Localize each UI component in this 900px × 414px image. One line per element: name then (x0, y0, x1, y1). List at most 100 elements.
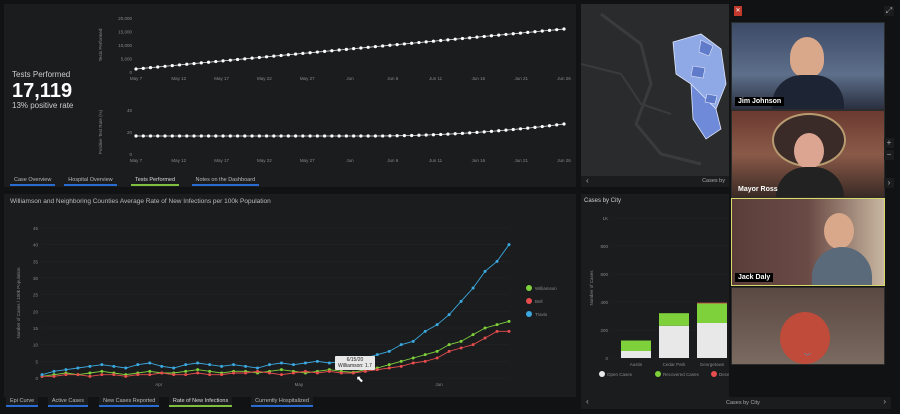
data-point[interactable] (243, 134, 247, 138)
bar-segment[interactable] (697, 302, 727, 304)
data-point[interactable] (208, 363, 212, 367)
data-point[interactable] (76, 366, 80, 370)
data-point[interactable] (148, 134, 153, 138)
data-point[interactable] (170, 134, 174, 138)
data-point[interactable] (489, 129, 494, 133)
data-point[interactable] (471, 333, 475, 337)
data-point[interactable] (148, 66, 153, 70)
data-point[interactable] (399, 364, 403, 368)
tests-tab-1[interactable]: Hospital Overview (64, 176, 117, 186)
data-point[interactable] (483, 269, 487, 273)
data-point[interactable] (221, 134, 225, 138)
data-point[interactable] (373, 134, 377, 138)
data-point[interactable] (459, 346, 463, 350)
data-point[interactable] (303, 361, 307, 365)
data-point[interactable] (184, 373, 188, 377)
data-point[interactable] (235, 134, 240, 138)
data-point[interactable] (112, 364, 116, 368)
data-point[interactable] (366, 134, 370, 138)
bar-segment[interactable] (659, 325, 689, 358)
data-point[interactable] (533, 125, 537, 129)
data-point[interactable] (410, 41, 414, 45)
data-point[interactable] (220, 364, 224, 368)
data-point[interactable] (540, 29, 544, 33)
data-point[interactable] (170, 64, 174, 68)
data-point[interactable] (424, 133, 428, 137)
data-point[interactable] (199, 61, 203, 65)
tests-tab-3[interactable]: Notes on the Dashboard (191, 176, 260, 186)
data-point[interactable] (141, 134, 145, 138)
data-point[interactable] (232, 371, 236, 375)
data-point[interactable] (411, 361, 415, 365)
data-point[interactable] (40, 373, 44, 377)
data-point[interactable] (495, 259, 499, 263)
data-point[interactable] (177, 63, 182, 67)
data-point[interactable] (52, 374, 56, 378)
data-point[interactable] (208, 369, 212, 373)
data-point[interactable] (141, 66, 145, 70)
data-point[interactable] (511, 32, 515, 36)
data-point[interactable] (435, 349, 439, 353)
data-point[interactable] (495, 323, 499, 327)
chevron-right-icon[interactable]: › (884, 178, 894, 188)
data-point[interactable] (402, 134, 407, 138)
data-point[interactable] (184, 369, 188, 373)
chevron-down-icon[interactable]: ﹀ (804, 354, 811, 361)
data-point[interactable] (471, 343, 475, 347)
data-point[interactable] (136, 363, 140, 367)
data-point[interactable] (323, 134, 327, 138)
data-point[interactable] (257, 55, 261, 60)
data-point[interactable] (291, 363, 295, 367)
data-point[interactable] (308, 51, 312, 55)
data-point[interactable] (100, 369, 104, 373)
data-point[interactable] (250, 134, 254, 138)
data-point[interactable] (431, 39, 436, 43)
data-point[interactable] (359, 46, 363, 50)
data-point[interactable] (100, 373, 104, 377)
data-point[interactable] (279, 134, 283, 138)
data-point[interactable] (547, 28, 552, 32)
data-point[interactable] (447, 349, 451, 353)
data-point[interactable] (489, 34, 494, 38)
chevron-left-icon[interactable]: ‹ (586, 397, 589, 406)
data-point[interactable] (206, 60, 211, 64)
data-point[interactable] (185, 134, 189, 138)
data-point[interactable] (148, 373, 152, 377)
data-point[interactable] (423, 329, 427, 333)
data-point[interactable] (291, 371, 295, 375)
data-point[interactable] (555, 28, 559, 32)
data-point[interactable] (268, 371, 272, 375)
data-point[interactable] (373, 45, 377, 49)
data-point[interactable] (351, 371, 355, 375)
data-point[interactable] (88, 374, 92, 378)
data-point[interactable] (301, 134, 305, 138)
data-point[interactable] (315, 134, 319, 138)
data-point[interactable] (221, 59, 225, 63)
infection-tab-1[interactable]: Active Cases (47, 397, 88, 407)
data-point[interactable] (214, 134, 218, 138)
data-point[interactable] (547, 124, 552, 128)
data-point[interactable] (148, 369, 152, 373)
data-point[interactable] (504, 128, 508, 132)
data-point[interactable] (431, 133, 436, 137)
data-point[interactable] (244, 364, 248, 368)
data-point[interactable] (417, 133, 421, 137)
zoom-close-badge[interactable]: ✕ (734, 6, 742, 16)
data-point[interactable] (257, 134, 261, 138)
data-point[interactable] (88, 364, 92, 368)
data-point[interactable] (352, 134, 356, 138)
data-point[interactable] (172, 366, 176, 370)
data-point[interactable] (327, 369, 331, 373)
data-point[interactable] (446, 132, 450, 136)
data-point[interactable] (136, 373, 140, 377)
data-point[interactable] (410, 133, 414, 138)
data-point[interactable] (366, 45, 370, 49)
data-point[interactable] (399, 359, 403, 363)
data-point[interactable] (199, 134, 203, 138)
data-point[interactable] (495, 329, 499, 333)
data-point[interactable] (206, 134, 211, 138)
data-point[interactable] (423, 353, 427, 357)
data-point[interactable] (112, 373, 116, 377)
chevron-left-icon[interactable]: ‹ (586, 176, 589, 185)
infection-tab-2[interactable]: New Cases Reported (99, 397, 160, 407)
